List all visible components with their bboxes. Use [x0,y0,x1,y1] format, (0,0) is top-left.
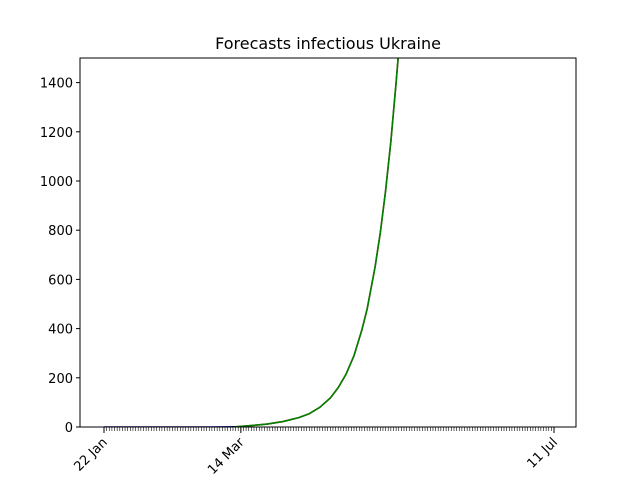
x-tick-label: 14 Mar [205,435,248,478]
y-axis: 0 200 400 600 800 1000 1200 1400 [40,77,80,436]
y-tick-label: 0 [65,421,73,436]
x-minor-ticks [103,427,555,431]
series-line-2 [235,58,399,427]
x-axis: 22 Jan 14 Mar 11 Jul [71,427,561,478]
y-tick-label: 1200 [40,126,73,141]
plot-frame [79,57,577,428]
series-line-1 [235,58,399,427]
y-tick-label: 800 [48,224,73,239]
y-tick-label: 400 [48,323,73,338]
y-tick-label: 1000 [40,175,73,190]
chart-title: Forecasts infectious Ukraine [215,34,441,53]
y-tick-label: 200 [48,372,73,387]
plot-lines [104,58,399,427]
y-tick-label: 1400 [40,77,73,92]
x-tick-label: 11 Jul [525,435,561,471]
x-tick-label: 22 Jan [71,435,110,474]
y-tick-label: 600 [48,273,73,288]
